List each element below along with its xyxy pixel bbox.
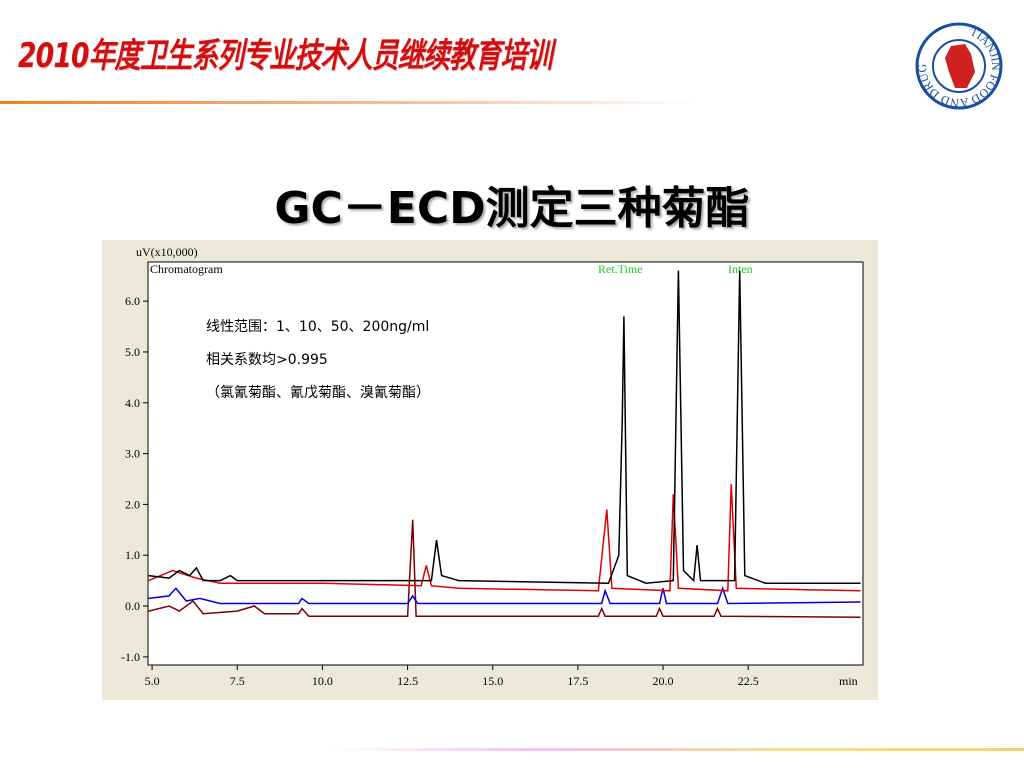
x-tick-label: 12.5 (397, 674, 418, 688)
chart: -1.0 0.0 1.0 2.0 3.0 4.0 5.0 6.0 5.0 7.5 10.0 12.5 1… (102, 240, 878, 700)
x-tick-label: 15.0 (482, 674, 503, 688)
header-title: 2010年度卫生系列专业技术人员继续教育培训 (18, 36, 553, 76)
x-tick-label: 17.5 (567, 674, 588, 688)
y-tick-label: -1.0 (121, 650, 140, 664)
note: （氯氰菊酯、氰戊菊酯、溴氰菊酯） (206, 385, 430, 401)
note: 线性范围：1、10、50、200ng/ml (206, 318, 429, 335)
line-series (148, 270, 861, 584)
note: 相关系数均>0.995 (206, 352, 328, 368)
header-rule (0, 101, 700, 104)
line-series (148, 519, 861, 618)
y-tick-label: 2.0 (125, 497, 140, 511)
line-series (148, 484, 861, 592)
y-tick-label: 3.0 (125, 447, 140, 461)
x-axis-label: min (839, 674, 858, 688)
footer-rule (330, 748, 1024, 751)
x-tick-label: 5.0 (145, 674, 160, 688)
y-tick-label: 0.0 (125, 599, 140, 613)
x-tick-label: 10.0 (312, 674, 333, 688)
x-tick-label: 7.5 (230, 674, 245, 688)
annotation: Chromatogram (150, 262, 223, 276)
y-tick-label: 1.0 (125, 548, 140, 562)
logo: TIANJIN FOOD AND DRUG ADMINISTRATION (915, 22, 1003, 110)
x-tick-label: 20.0 (653, 674, 674, 688)
y-tick-label: 6.0 (125, 294, 140, 308)
annotation: Inten (728, 262, 753, 276)
x-tick-label: 22.5 (738, 674, 759, 688)
slide-title: GC－ECD测定三种菊酯 (274, 183, 750, 234)
y-axis-label: uV(x10,000) (136, 245, 198, 259)
y-tick-label: 4.0 (125, 396, 140, 410)
annotation: Ret.Time (598, 262, 643, 276)
plot-area (147, 261, 864, 666)
y-tick-label: 5.0 (125, 345, 140, 359)
line-series (148, 585, 861, 605)
